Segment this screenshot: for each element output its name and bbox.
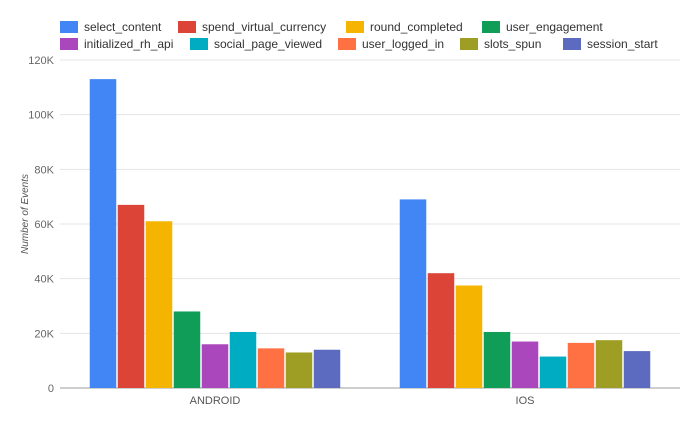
x-tick-label-ios: IOS [516,395,535,407]
y-tick-label: 20K [34,328,54,340]
bar-android-select_content[interactable] [89,79,117,388]
legend-swatch [563,38,581,50]
legend-item-select_content[interactable]: select_content [60,20,162,34]
bar-ios-initialized_rh_api[interactable] [511,341,539,388]
bar-android-social_page_viewed[interactable] [229,331,257,388]
legend-swatch [60,21,78,33]
legend-label: spend_virtual_currency [202,20,326,34]
legend-item-social_page_viewed[interactable]: social_page_viewed [190,37,322,51]
bar-android-round_completed[interactable] [145,221,173,388]
bar-ios-round_completed[interactable] [455,285,483,389]
y-tick-label: 40K [34,274,54,286]
bar-android-user_engagement[interactable] [173,311,201,388]
legend-label: select_content [84,20,162,34]
legend-label: round_completed [370,20,463,34]
bar-ios-social_page_viewed[interactable] [539,356,567,388]
bar-android-spend_virtual_currency[interactable] [117,204,145,388]
bar-ios-slots_spun[interactable] [595,340,623,388]
bar-ios-spend_virtual_currency[interactable] [427,273,455,388]
bar-ios-user_logged_in[interactable] [567,342,595,388]
legend-label: user_logged_in [362,37,444,51]
x-axis: ANDROID IOS [190,395,535,407]
legend-swatch [460,38,478,50]
bar-ios-user_engagement[interactable] [483,331,511,388]
legend-label: initialized_rh_api [84,37,173,51]
bar-android-slots_spun[interactable] [285,352,313,388]
legend-label: session_start [587,37,658,51]
y-axis: 0 20K 40K 60K 80K 100K 120K [28,55,54,395]
legend-swatch [346,21,364,33]
bar-android-user_logged_in[interactable] [257,348,285,388]
y-tick-label: 80K [34,164,54,176]
legend-item-user_logged_in[interactable]: user_logged_in [338,37,444,51]
y-tick-label: 0 [48,383,54,395]
bars [89,79,651,389]
legend-item-user_engagement[interactable]: user_engagement [482,20,603,34]
y-tick-label: 100K [28,110,54,122]
legend-swatch [60,38,78,50]
legend: select_content spend_virtual_currency roun… [60,20,658,51]
legend-label: user_engagement [506,20,603,34]
legend-swatch [190,38,208,50]
legend-item-session_start[interactable]: session_start [563,37,658,51]
legend-swatch [482,21,500,33]
legend-item-slots_spun[interactable]: slots_spun [460,37,541,51]
y-tick-label: 60K [34,219,54,231]
legend-item-spend_virtual_currency[interactable]: spend_virtual_currency [178,20,326,34]
bar-ios-session_start[interactable] [623,351,651,388]
bar-android-session_start[interactable] [313,349,341,388]
bar-android-initialized_rh_api[interactable] [201,344,229,388]
y-tick-label: 120K [28,55,54,67]
y-axis-title: Number of Events [20,174,31,254]
bar-ios-select_content[interactable] [399,199,427,388]
legend-label: slots_spun [484,37,541,51]
legend-swatch [338,38,356,50]
legend-swatch [178,21,196,33]
legend-item-round_completed[interactable]: round_completed [346,20,463,34]
legend-label: social_page_viewed [214,37,322,51]
x-tick-label-android: ANDROID [190,395,241,407]
legend-item-initialized_rh_api[interactable]: initialized_rh_api [60,37,173,51]
